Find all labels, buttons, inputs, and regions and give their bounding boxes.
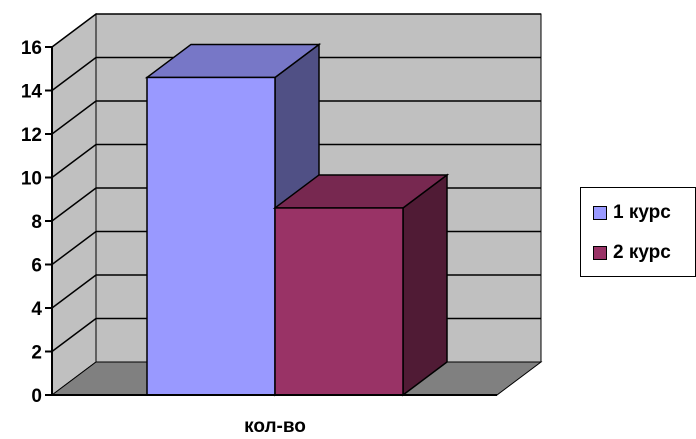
- gridline: [51, 100, 541, 135]
- y-tick-label: 6: [31, 256, 42, 277]
- y-tick-label: 12: [21, 125, 42, 146]
- legend-item-series-1: 1 курс: [593, 202, 671, 224]
- legend-label-series-1: 1 курс: [613, 202, 671, 223]
- y-tick-label: 16: [21, 38, 42, 59]
- y-tick-label: 0: [31, 386, 42, 407]
- y-tick-label: 14: [21, 82, 43, 103]
- bar-front: [274, 207, 404, 396]
- bar-front: [146, 76, 276, 396]
- legend: 1 курс 2 курс: [580, 187, 696, 277]
- y-tick-label: 10: [21, 169, 42, 190]
- bar-series-2: [272, 173, 450, 397]
- x-category-label: кол-во: [244, 416, 306, 437]
- y-tick-label: 2: [31, 343, 42, 364]
- legend-swatch-series-1: [593, 206, 607, 220]
- gridline: [51, 56, 541, 92]
- gridline: [51, 143, 541, 179]
- legend-label-series-2: 2 курс: [613, 242, 671, 263]
- legend-swatch-series-2: [593, 246, 607, 260]
- legend-item-series-2: 2 курс: [593, 242, 671, 264]
- axes: 0 2 4 6 8 10 12 14 16 кол-во: [21, 38, 497, 437]
- y-tick-label: 8: [31, 212, 42, 233]
- bars: [144, 42, 450, 397]
- gridline: [51, 13, 541, 48]
- bar-side: [402, 173, 448, 397]
- y-tick-label: 4: [31, 299, 42, 320]
